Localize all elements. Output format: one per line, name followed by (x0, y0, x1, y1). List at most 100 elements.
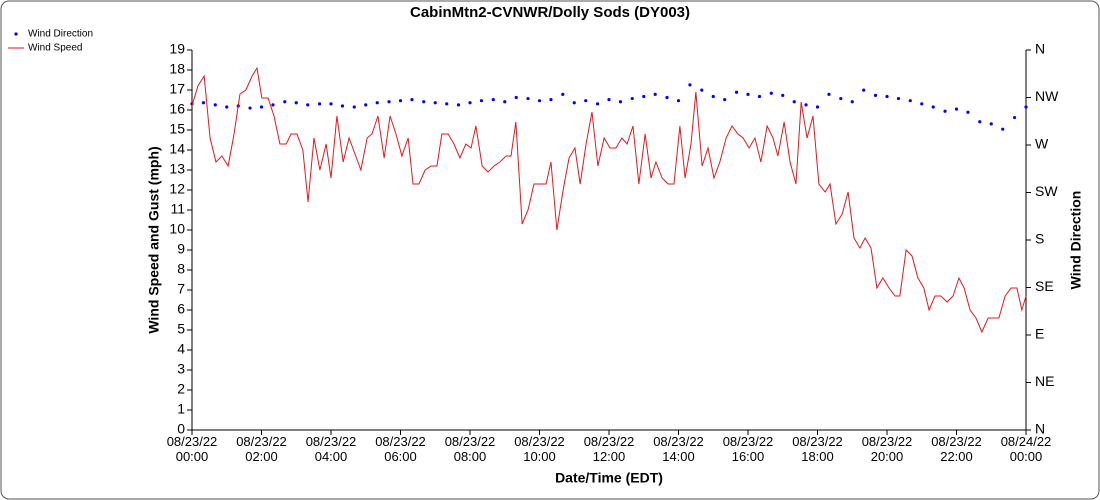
direction-dot (503, 100, 507, 104)
direction-dot (943, 109, 947, 113)
direction-dot (201, 101, 206, 105)
direction-dot (595, 102, 600, 106)
x-tick-label: 08/23/22 14:00 (653, 434, 704, 464)
direction-dot (352, 105, 356, 109)
y2-tick-label: S (1035, 231, 1044, 247)
direction-dot (804, 103, 808, 107)
direction-dot (422, 100, 426, 104)
direction-dot (514, 95, 518, 100)
y2-tick-label: W (1035, 136, 1049, 152)
direction-dot (329, 102, 333, 106)
x-tick-label: 08/23/22 02:00 (236, 434, 287, 464)
y2-tick-label: NW (1035, 88, 1059, 104)
direction-dot (642, 94, 646, 99)
direction-dot (630, 96, 634, 101)
direction-dot (896, 96, 901, 101)
y-tick-label: 16 (169, 101, 185, 117)
direction-dot (711, 94, 715, 99)
direction-dot (561, 92, 565, 96)
direction-dot (989, 122, 993, 126)
direction-dot (618, 100, 623, 104)
y-tick-label: 5 (177, 321, 185, 337)
x-tick-label: 08/23/22 06:00 (375, 434, 426, 464)
y-tick-label: 3 (177, 361, 185, 377)
direction-dot (607, 98, 611, 102)
direction-dot (213, 103, 217, 107)
direction-dot (734, 90, 739, 94)
direction-dot (248, 106, 252, 110)
direction-dot (537, 99, 542, 103)
x-tick-label: 08/23/22 10:00 (514, 434, 565, 464)
y-tick-label: 4 (177, 341, 185, 357)
y-tick-label: 1 (177, 401, 185, 417)
y-tick-label: 15 (169, 121, 185, 137)
direction-dot (908, 99, 912, 103)
y-tick-label: 2 (177, 381, 185, 397)
x-axis-title: Date/Time (EDT) (555, 470, 663, 486)
legend-marker (14, 32, 18, 36)
direction-dot (526, 96, 530, 101)
direction-dot (549, 98, 553, 102)
direction-dot (584, 99, 588, 103)
direction-dot (225, 105, 229, 109)
direction-dot (1012, 115, 1017, 120)
y-tick-label: 17 (169, 81, 185, 97)
chart-title: CabinMtn2-CVNWR/Dolly Sods (DY003) (410, 4, 690, 21)
direction-dot (340, 104, 345, 108)
x-tick-label: 08/23/22 20:00 (861, 434, 913, 464)
y-tick-label: 7 (177, 281, 185, 297)
direction-dot (757, 94, 762, 99)
direction-dot (364, 103, 368, 107)
y-tick-label: 8 (177, 261, 185, 277)
direction-dot (306, 103, 310, 107)
direction-dot (433, 101, 437, 105)
speed-line (191, 66, 1027, 334)
direction-dot (491, 98, 495, 102)
direction-dot (676, 99, 681, 103)
x-tick-label: 08/23/22 00:00 (166, 434, 218, 464)
x-tick-label: 08/23/22 16:00 (722, 434, 774, 464)
direction-dot (920, 102, 924, 106)
direction-dot (294, 101, 298, 105)
direction-dot (468, 101, 472, 105)
x-tick-label: 08/24/22 00:00 (1000, 434, 1052, 464)
direction-dot (387, 100, 391, 104)
direction-dot (445, 102, 449, 106)
legend-label: Wind Speed (28, 43, 82, 54)
y2-axis-title: Wind Direction (1068, 191, 1084, 290)
direction-dot (375, 101, 379, 105)
y2-tick-label: E (1035, 326, 1044, 342)
direction-dot (885, 94, 889, 99)
direction-dot (479, 99, 484, 103)
direction-dot (271, 103, 275, 107)
legend-label: Wind Direction (28, 29, 93, 40)
y2-tick-label: SW (1035, 183, 1058, 199)
y-tick-label: 13 (169, 161, 185, 177)
y-tick-label: 9 (177, 241, 185, 257)
direction-dot (769, 91, 773, 95)
y-tick-label: 0 (177, 421, 185, 437)
y2-tick-label: N (1035, 421, 1045, 437)
x-tick-label: 08/23/22 04:00 (305, 434, 357, 464)
direction-dot (456, 103, 461, 107)
x-tick-label: 08/23/22 22:00 (931, 434, 982, 464)
direction-dot (827, 92, 831, 96)
direction-dot (410, 98, 414, 102)
y2-tick-label: SE (1035, 278, 1054, 294)
direction-dot (746, 92, 750, 96)
y-tick-label: 11 (170, 201, 185, 217)
direction-dot (700, 88, 704, 92)
direction-dot (259, 105, 264, 109)
y-tick-label: 14 (169, 141, 185, 157)
direction-dot (665, 95, 669, 100)
y-tick-label: 6 (177, 301, 185, 317)
direction-dot (839, 96, 843, 101)
direction-dot (815, 105, 820, 109)
y2-tick-label: N (1035, 41, 1045, 57)
direction-dot (398, 99, 403, 103)
direction-dot (572, 101, 576, 105)
direction-dot (688, 83, 692, 87)
